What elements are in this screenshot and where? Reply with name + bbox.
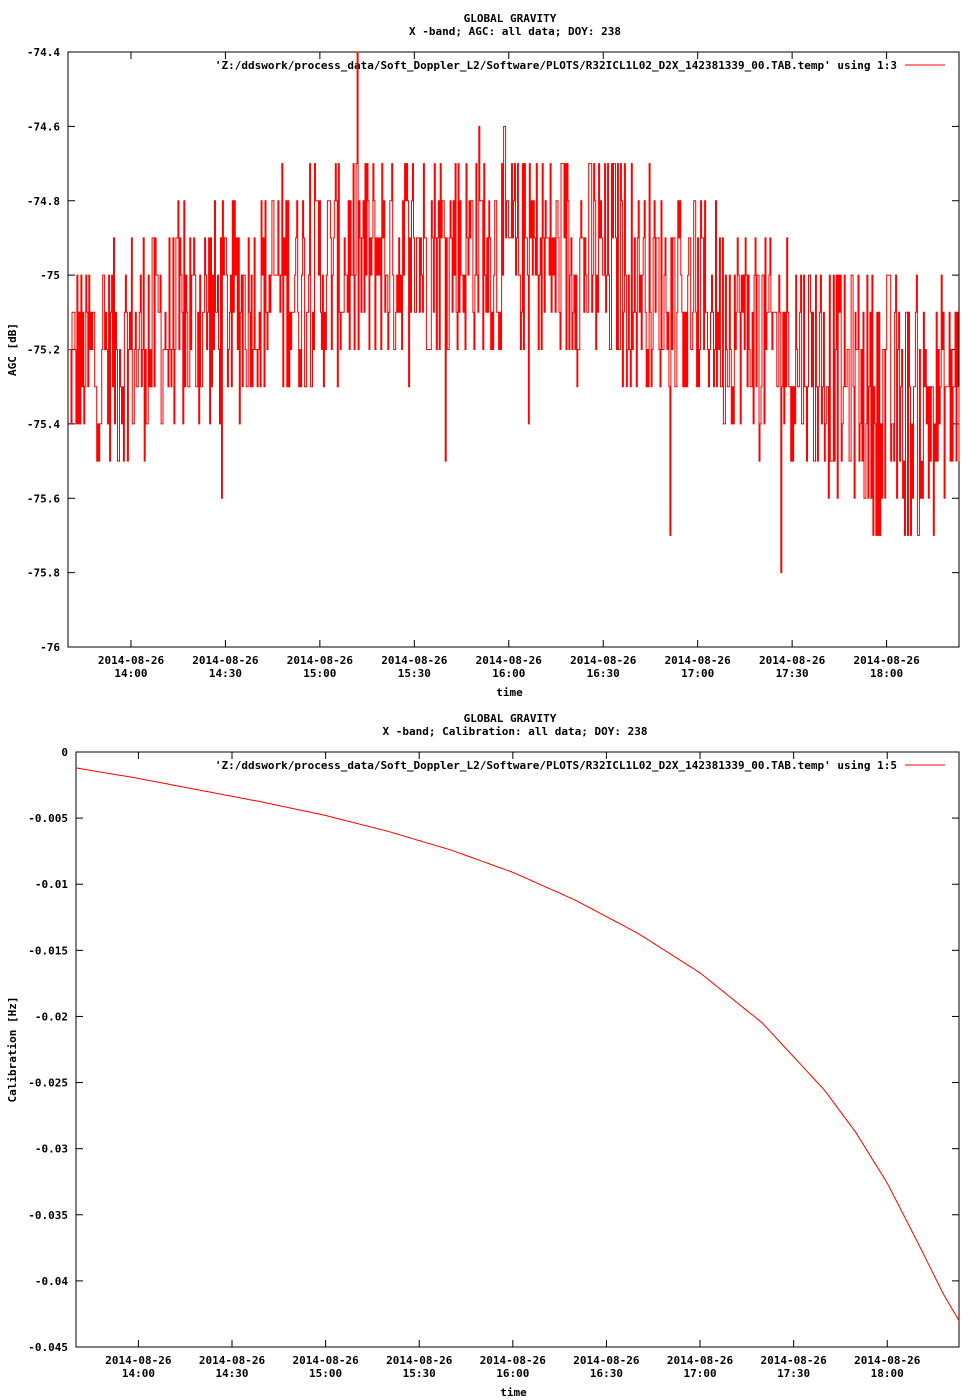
x-tick-label-time: 14:30 (209, 667, 242, 680)
plot-frame (67, 51, 960, 648)
y-tick-label: -0.035 (28, 1209, 68, 1222)
y-tick-label: 0 (61, 746, 68, 759)
x-tick-label-time: 14:00 (114, 667, 147, 680)
y-tick-label: -0.03 (35, 1143, 68, 1156)
y-axis-label: Calibration [Hz] (6, 997, 19, 1103)
chart-title: GLOBAL GRAVITY (464, 712, 557, 725)
legend-label: 'Z:/ddswork/process_data/Soft_Doppler_L2… (215, 59, 897, 72)
y-tick-label: -74.8 (27, 195, 60, 208)
chart-subtitle: X -band; Calibration: all data; DOY: 238 (383, 725, 648, 738)
y-tick-label: -75 (40, 269, 60, 282)
x-tick-label-date: 2014-08-26 (854, 1354, 921, 1367)
x-tick-label-date: 2014-08-26 (759, 654, 826, 667)
x-axis-label: time (496, 686, 523, 699)
x-tick-label-date: 2014-08-26 (667, 1354, 734, 1367)
x-tick-label-time: 15:30 (398, 667, 431, 680)
y-tick-label: -75.6 (27, 492, 60, 505)
y-tick-label: -0.045 (28, 1341, 68, 1354)
y-tick-label: -75.2 (27, 344, 60, 357)
x-tick-label-time: 18:00 (871, 1367, 904, 1380)
x-tick-label-date: 2014-08-26 (570, 654, 637, 667)
series-line (75, 767, 960, 1321)
x-tick-label-date: 2014-08-26 (292, 1354, 359, 1367)
x-tick-label-time: 16:00 (496, 1367, 529, 1380)
x-tick-label-time: 17:30 (776, 667, 809, 680)
x-tick-label-date: 2014-08-26 (480, 1354, 547, 1367)
x-tick-label-time: 14:30 (215, 1367, 248, 1380)
y-tick-label: -0.015 (28, 944, 68, 957)
x-tick-label-date: 2014-08-26 (381, 654, 448, 667)
y-tick-label: -74.4 (27, 46, 60, 59)
x-tick-label-date: 2014-08-26 (573, 1354, 640, 1367)
chart-title: GLOBAL GRAVITY (464, 12, 557, 25)
plot-frame (75, 751, 960, 1348)
y-tick-label: -75.8 (27, 567, 60, 580)
x-tick-label-time: 16:00 (492, 667, 525, 680)
y-tick-label: -0.02 (35, 1010, 68, 1023)
x-tick-label-date: 2014-08-26 (105, 1354, 172, 1367)
series-line (68, 51, 960, 574)
x-tick-label-time: 16:30 (587, 667, 620, 680)
y-tick-label: -0.025 (28, 1077, 68, 1090)
x-tick-label-time: 17:00 (681, 667, 714, 680)
y-tick-label: -0.01 (35, 878, 68, 891)
x-tick-label-time: 16:30 (590, 1367, 623, 1380)
x-tick-label-date: 2014-08-26 (287, 654, 354, 667)
x-tick-label-time: 15:30 (403, 1367, 436, 1380)
x-tick-label-time: 17:30 (777, 1367, 810, 1380)
x-tick-label-time: 15:00 (309, 1367, 342, 1380)
x-axis-label: time (500, 1386, 527, 1399)
y-tick-label: -74.6 (27, 120, 60, 133)
x-tick-label-date: 2014-08-26 (665, 654, 732, 667)
legend-label: 'Z:/ddswork/process_data/Soft_Doppler_L2… (215, 759, 897, 772)
x-tick-label-date: 2014-08-26 (98, 654, 165, 667)
y-tick-label: -0.005 (28, 812, 68, 825)
x-tick-label-time: 14:00 (122, 1367, 155, 1380)
x-tick-label-date: 2014-08-26 (192, 654, 259, 667)
x-tick-label-date: 2014-08-26 (199, 1354, 266, 1367)
y-tick-label: -0.04 (35, 1275, 68, 1288)
x-tick-label-date: 2014-08-26 (853, 654, 920, 667)
x-tick-label-time: 17:00 (683, 1367, 716, 1380)
x-tick-label-time: 18:00 (870, 667, 903, 680)
y-axis-label: AGC [dB] (6, 323, 19, 376)
y-tick-label: -75.4 (27, 418, 60, 431)
x-tick-label-date: 2014-08-26 (476, 654, 543, 667)
chart-subtitle: X -band; AGC: all data; DOY: 238 (409, 25, 621, 38)
x-tick-label-time: 15:00 (303, 667, 336, 680)
x-tick-label-date: 2014-08-26 (386, 1354, 453, 1367)
y-tick-label: -76 (40, 641, 60, 654)
x-tick-label-date: 2014-08-26 (761, 1354, 828, 1367)
